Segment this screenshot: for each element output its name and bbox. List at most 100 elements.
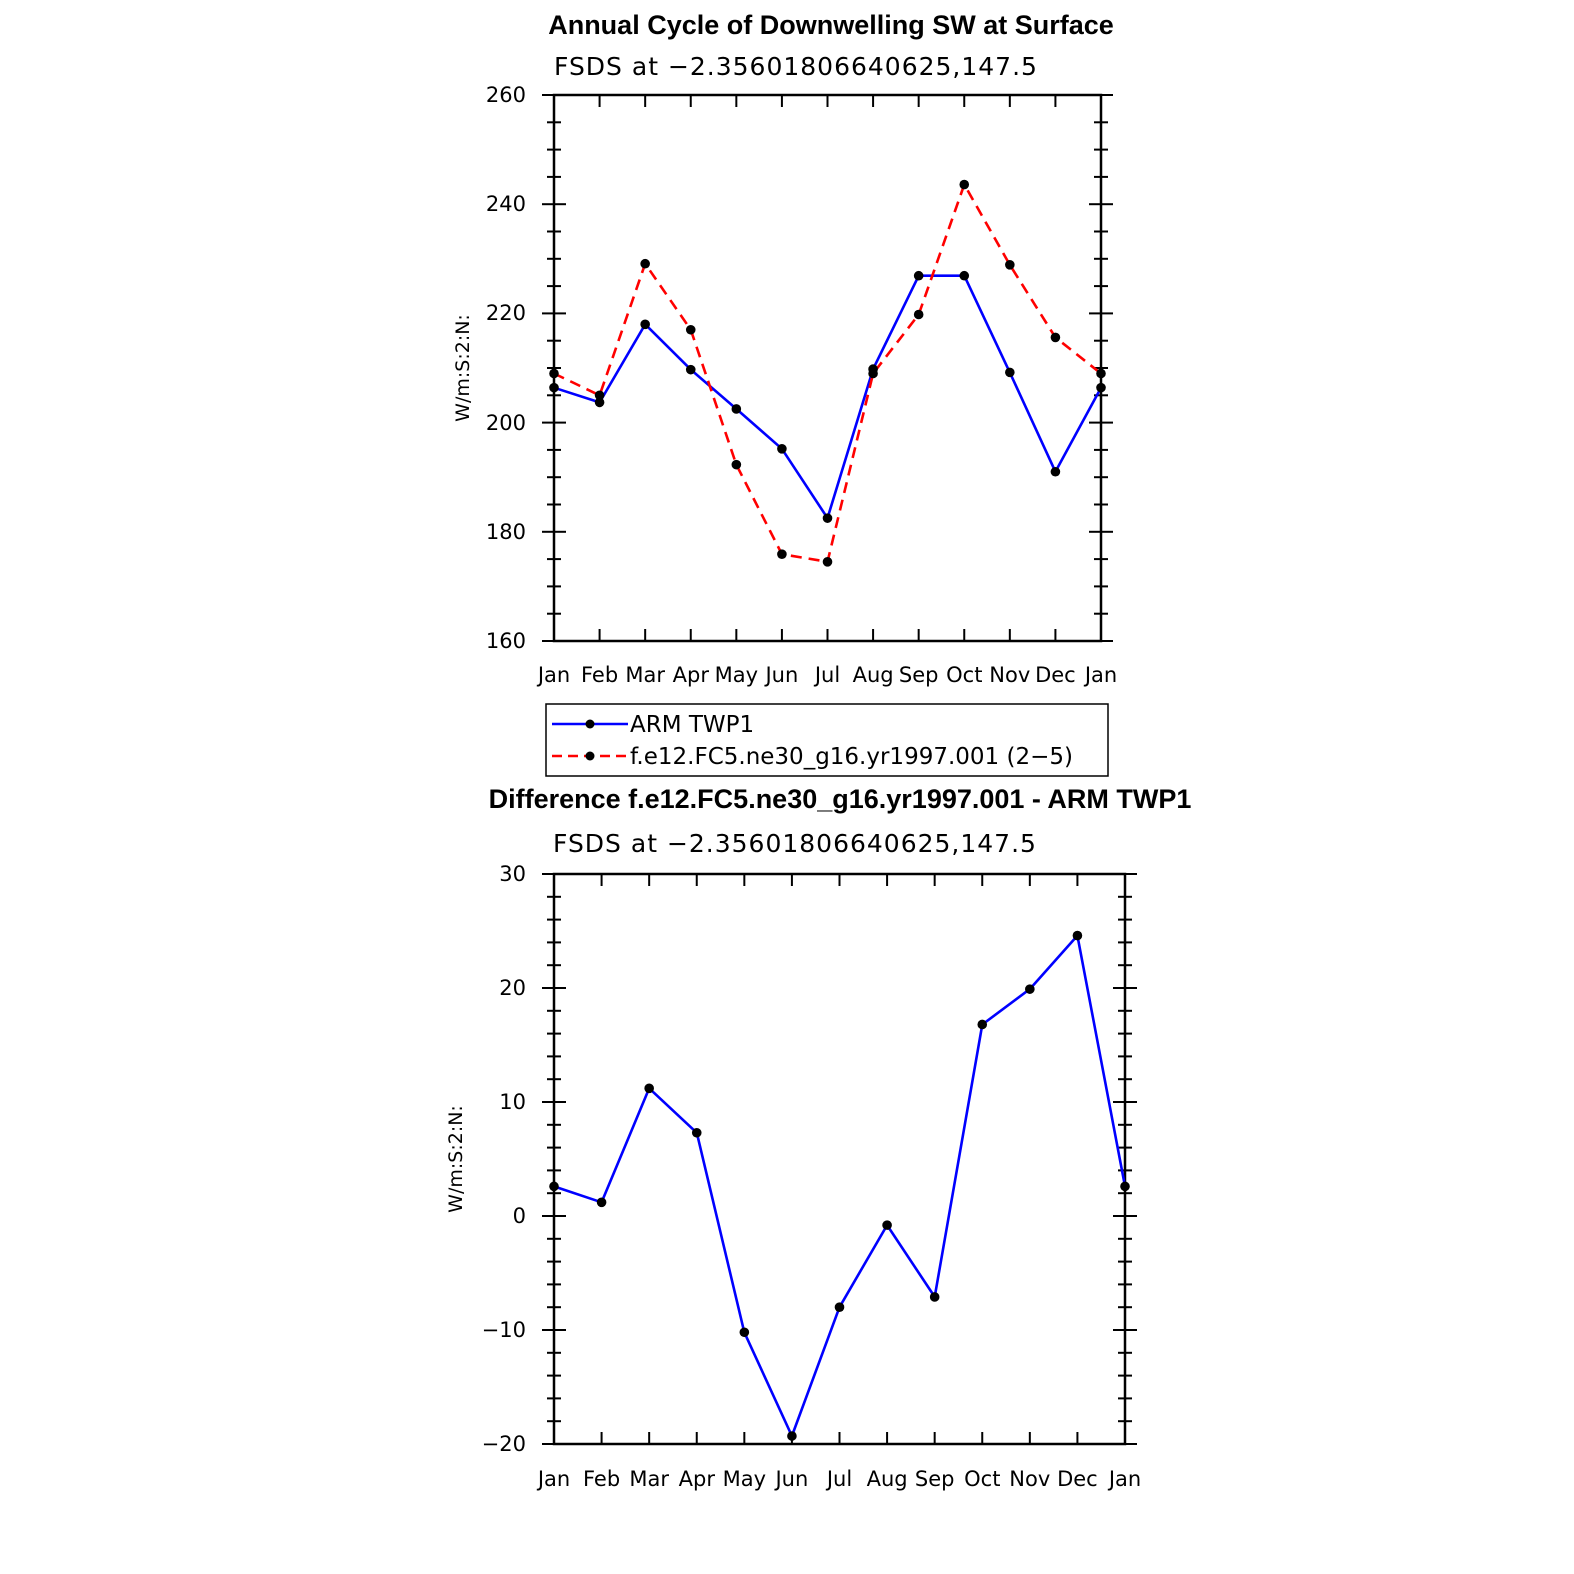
x-tick-label: Sep	[915, 1467, 955, 1491]
data-point-series-0	[959, 270, 970, 281]
chart-bottom-series	[549, 930, 1130, 1441]
y-tick-label: 180	[486, 520, 526, 544]
chart-bottom-title: Difference f.e12.FC5.ne30_g16.yr1997.001…	[489, 784, 1192, 814]
x-tick-label: May	[723, 1467, 766, 1491]
x-tick-label: May	[715, 663, 758, 687]
x-tick-label: Apr	[679, 1467, 716, 1491]
x-tick-label: Oct	[964, 1467, 1000, 1491]
legend-label-arm: ARM TWP1	[630, 712, 754, 738]
x-tick-label: Feb	[581, 663, 618, 687]
y-tick-label: 160	[486, 629, 526, 653]
series-line-0	[553, 274, 1103, 520]
x-tick-label: Nov	[989, 663, 1030, 687]
data-point-series-0	[777, 444, 787, 454]
legend-box	[545, 703, 1109, 777]
chart-top-x-tick-labels: Jan Feb Mar Apr May Jun Jul Aug Sep Oct …	[536, 663, 1117, 687]
chart-top-title: Annual Cycle of Downwelling SW at Surfac…	[548, 10, 1114, 40]
chart-bottom-y-tick-labels: 30 20 10 0 −10 −20	[482, 862, 526, 1456]
data-point-series-0	[882, 1220, 892, 1230]
x-tick-label: Jan	[1083, 663, 1117, 687]
chart-bottom-x-tick-labels: Jan Feb Mar Apr May Jun Jul Aug Sep Oct …	[536, 1467, 1141, 1491]
data-point-series-1	[549, 368, 559, 379]
series-line-1	[553, 183, 1102, 564]
y-tick-label: 200	[486, 411, 526, 435]
x-tick-label: Jun	[773, 1467, 808, 1491]
x-tick-label: Jan	[536, 1467, 570, 1491]
legend-marker-arm	[585, 719, 595, 729]
data-point-series-1	[731, 459, 742, 470]
data-point-series-0	[834, 1302, 845, 1312]
chart-bottom: Difference f.e12.FC5.ne30_g16.yr1997.001…	[445, 784, 1191, 1491]
x-tick-label: Jan	[536, 663, 570, 687]
y-tick-label: −20	[482, 1432, 526, 1456]
data-point-series-0	[1005, 367, 1015, 378]
data-point-series-0	[691, 1127, 702, 1138]
y-tick-label: 260	[486, 83, 526, 107]
x-tick-label: Aug	[853, 663, 894, 687]
data-point-series-0	[594, 397, 605, 408]
x-tick-label: Dec	[1035, 663, 1076, 687]
data-point-series-0	[1025, 984, 1035, 994]
x-tick-label: Dec	[1057, 1467, 1098, 1491]
data-point-series-0	[685, 364, 696, 375]
y-tick-label: 30	[499, 862, 526, 886]
data-point-series-0	[1072, 930, 1083, 941]
chart-bottom-subtitle: FSDS at −2.35601806640625,147.5	[553, 829, 1037, 858]
x-tick-label: Jul	[813, 663, 840, 687]
data-point-series-1	[685, 324, 696, 335]
data-point-series-0	[731, 404, 742, 414]
chart-top-y-tick-labels: 260 240 220 200 180 160	[486, 83, 526, 653]
legend-label-model: f.e12.FC5.ne30_g16.yr1997.001 (2−5)	[630, 744, 1073, 770]
y-tick-label: 10	[499, 1090, 526, 1114]
chart-top-ticks	[542, 94, 1113, 642]
data-point-series-0	[596, 1197, 607, 1208]
data-point-series-1	[1050, 332, 1061, 343]
x-tick-label: Apr	[673, 663, 710, 687]
x-tick-label: Jun	[763, 663, 798, 687]
data-point-series-0	[787, 1431, 797, 1441]
data-point-series-1	[913, 309, 924, 320]
data-point-series-0	[549, 1181, 559, 1192]
data-point-series-0	[929, 1292, 940, 1302]
y-tick-label: −10	[482, 1318, 526, 1342]
data-point-series-1	[1096, 368, 1106, 379]
y-tick-label: 0	[513, 1204, 526, 1228]
data-point-series-0	[1096, 382, 1106, 393]
data-point-series-1	[594, 390, 605, 401]
data-point-series-0	[739, 1327, 750, 1338]
x-tick-label: Jul	[825, 1467, 852, 1491]
chart-top-y-axis-label: W/m:S:2:N:	[452, 314, 474, 422]
y-tick-label: 220	[486, 301, 526, 325]
chart-bottom-ticks	[542, 873, 1137, 1445]
data-point-series-0	[1050, 466, 1061, 477]
x-tick-label: Jan	[1107, 1467, 1141, 1491]
data-point-series-1	[822, 557, 833, 567]
data-point-series-1	[959, 179, 970, 190]
series-line-0	[553, 934, 1127, 1438]
chart-top-subtitle: FSDS at −2.35601806640625,147.5	[554, 52, 1038, 81]
data-point-series-1	[640, 258, 650, 269]
data-point-series-0	[1120, 1181, 1130, 1192]
data-point-series-0	[822, 513, 833, 523]
x-tick-label: Nov	[1009, 1467, 1050, 1491]
x-tick-label: Aug	[867, 1467, 908, 1491]
data-point-series-0	[549, 382, 559, 393]
x-tick-label: Mar	[629, 1467, 669, 1491]
data-point-series-1	[1005, 260, 1015, 270]
data-point-series-0	[913, 270, 924, 281]
data-point-series-1	[868, 368, 878, 379]
x-tick-label: Sep	[899, 663, 939, 687]
data-point-series-0	[644, 1083, 654, 1094]
legend-marker-model	[585, 751, 595, 761]
chart-bottom-plot-frame	[552, 872, 1127, 1446]
chart-top: Annual Cycle of Downwelling SW at Surfac…	[452, 10, 1117, 777]
chart-top-legend: ARM TWP1 f.e12.FC5.ne30_g16.yr1997.001 (…	[545, 703, 1109, 777]
x-tick-label: Mar	[625, 663, 665, 687]
chart-top-series	[549, 179, 1106, 567]
data-point-series-0	[977, 1019, 988, 1030]
x-tick-label: Feb	[583, 1467, 620, 1491]
data-point-series-1	[777, 549, 787, 559]
data-point-series-0	[640, 319, 650, 330]
y-tick-label: 20	[499, 976, 526, 1000]
chart-bottom-y-axis-label: W/m:S:2:N:	[445, 1105, 467, 1213]
